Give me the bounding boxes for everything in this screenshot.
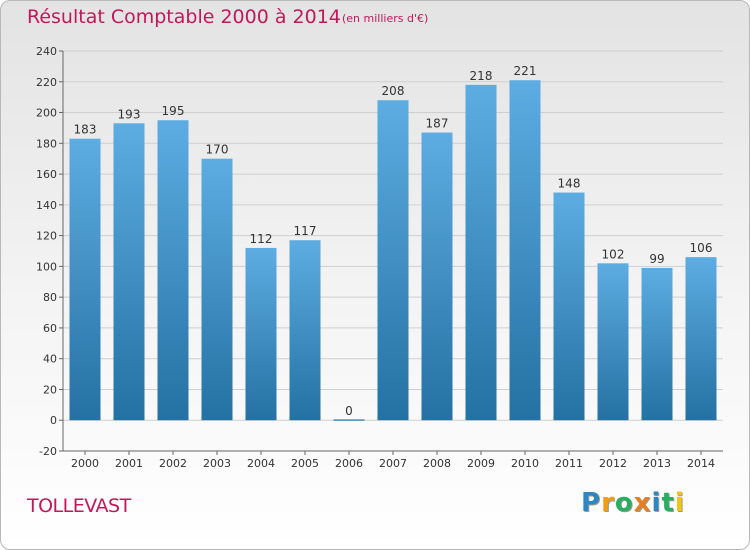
bars: [69, 80, 717, 421]
value-label-2007: 208: [382, 84, 405, 98]
y-tick-label: 80: [43, 291, 57, 304]
x-tick-label-2003: 2003: [203, 457, 231, 470]
logo-letter: P: [581, 488, 602, 518]
chart-subtitle: (en milliers d'€): [342, 12, 429, 25]
x-tick-label-2006: 2006: [335, 457, 363, 470]
x-tick-label-2008: 2008: [423, 457, 451, 470]
x-tick-label-2009: 2009: [467, 457, 495, 470]
y-tick-label: -20: [39, 445, 57, 458]
x-tick-label-2000: 2000: [71, 457, 99, 470]
x-tick-label-2012: 2012: [599, 457, 627, 470]
x-tick-label-2001: 2001: [115, 457, 143, 470]
bar-2003: [201, 158, 233, 421]
commune-name: TOLLEVAST: [27, 495, 131, 517]
bar-2001: [113, 123, 145, 421]
x-tick-label-2002: 2002: [159, 457, 187, 470]
y-tick-label: 200: [36, 107, 57, 120]
y-tick-label: 60: [43, 322, 57, 335]
logo-letter: t: [661, 488, 675, 518]
value-label-2002: 195: [162, 104, 185, 118]
y-tick-label: 120: [36, 230, 57, 243]
bar-2002: [157, 120, 189, 421]
value-label-2009: 218: [470, 69, 493, 83]
bar-2011: [553, 192, 585, 421]
value-label-2011: 148: [558, 177, 581, 191]
value-label-2014: 106: [690, 241, 713, 255]
x-tick-label-2013: 2013: [643, 457, 671, 470]
x-tick-label-2005: 2005: [291, 457, 319, 470]
x-tick-label-2014: 2014: [687, 457, 715, 470]
bar-2009: [465, 84, 497, 421]
logo-letter: o: [614, 488, 634, 518]
x-tick-label-2010: 2010: [511, 457, 539, 470]
y-tick-label: 0: [50, 414, 57, 427]
proxiti-logo[interactable]: Proxiti: [581, 488, 685, 518]
bar-2010: [509, 80, 541, 421]
x-tick-label-2007: 2007: [379, 457, 407, 470]
value-label-2013: 99: [649, 252, 664, 266]
bar-2013: [641, 267, 673, 421]
bar-2012: [597, 263, 629, 421]
value-label-2005: 117: [294, 224, 317, 238]
x-tick-label-2004: 2004: [247, 457, 275, 470]
logo-letter: r: [601, 488, 615, 518]
y-tick-label: 40: [43, 353, 57, 366]
y-tick-label: 220: [36, 76, 57, 89]
bar-2008: [421, 132, 453, 421]
x-tick-label-2011: 2011: [555, 457, 583, 470]
value-label-2000: 183: [74, 123, 97, 137]
logo-letter: i: [674, 488, 685, 518]
y-tick-label: 240: [36, 45, 57, 58]
value-label-2006: 0: [345, 404, 353, 418]
y-tick-label: 20: [43, 383, 57, 396]
y-tick-label: 100: [36, 260, 57, 273]
bar-2007: [377, 100, 409, 421]
value-label-2012: 102: [602, 247, 625, 261]
y-tick-label: 140: [36, 199, 57, 212]
value-label-2001: 193: [118, 107, 141, 121]
value-label-2003: 170: [206, 143, 229, 157]
y-tick-label: 180: [36, 137, 57, 150]
bar-2005: [289, 240, 321, 421]
value-label-2010: 221: [514, 64, 537, 78]
value-label-2008: 187: [426, 117, 449, 131]
chart-title: Résultat Comptable 2000 à 2014: [27, 6, 341, 28]
bar-2004: [245, 247, 277, 421]
bar-2006: [333, 419, 365, 421]
value-label-2004: 112: [250, 232, 273, 246]
bar-2000: [69, 138, 101, 421]
y-tick-label: 160: [36, 168, 57, 181]
logo-letter: i: [651, 488, 662, 518]
labels: -20 0 20 40 60 80 100 120 140 160 180 200 220 240 183 2…: [36, 45, 715, 470]
bar-2014: [685, 257, 717, 421]
logo-letter: x: [633, 488, 652, 518]
